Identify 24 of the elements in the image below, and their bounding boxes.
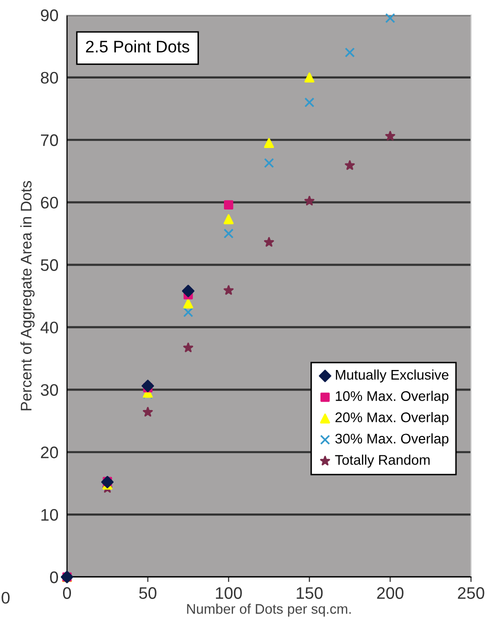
y-tick-label: 20 xyxy=(40,446,58,458)
legend-label: Mutually Exclusive xyxy=(336,370,448,382)
x-tick-label: 150 xyxy=(296,587,323,599)
legend-label: 20% Max. Overlap xyxy=(335,412,448,426)
y-axis-title: Percent of Aggregate Area in Dots xyxy=(20,181,35,410)
y-tick-label: 40 xyxy=(40,322,58,334)
y-tick-label: 0 xyxy=(50,571,58,584)
y-tick-label: 80 xyxy=(40,72,58,84)
x-axis-title: Number of Dots per sq.cm. xyxy=(187,604,351,617)
legend-label: 30% Max. Overlap xyxy=(335,433,448,446)
x-tick-label: 0 xyxy=(63,587,71,599)
x-tick-label: 100 xyxy=(216,587,242,599)
x-tick-label: 200 xyxy=(377,587,404,599)
y-tick-label: 70 xyxy=(40,134,58,146)
legend-label: 10% Max. Overlap xyxy=(336,390,448,404)
y-tick-label: 90 xyxy=(40,9,58,22)
legend-label: Totally Random xyxy=(335,454,430,468)
y-tick-label: 10 xyxy=(41,508,58,521)
y-tick-label: 60 xyxy=(40,196,58,209)
x-tick-label: 50 xyxy=(139,587,156,599)
text: 2.5 Point Dots xyxy=(86,40,190,53)
y-tick-label: 50 xyxy=(40,259,58,271)
x-tick-label: 250 xyxy=(458,587,484,599)
y-tick-label: 30 xyxy=(40,384,58,396)
